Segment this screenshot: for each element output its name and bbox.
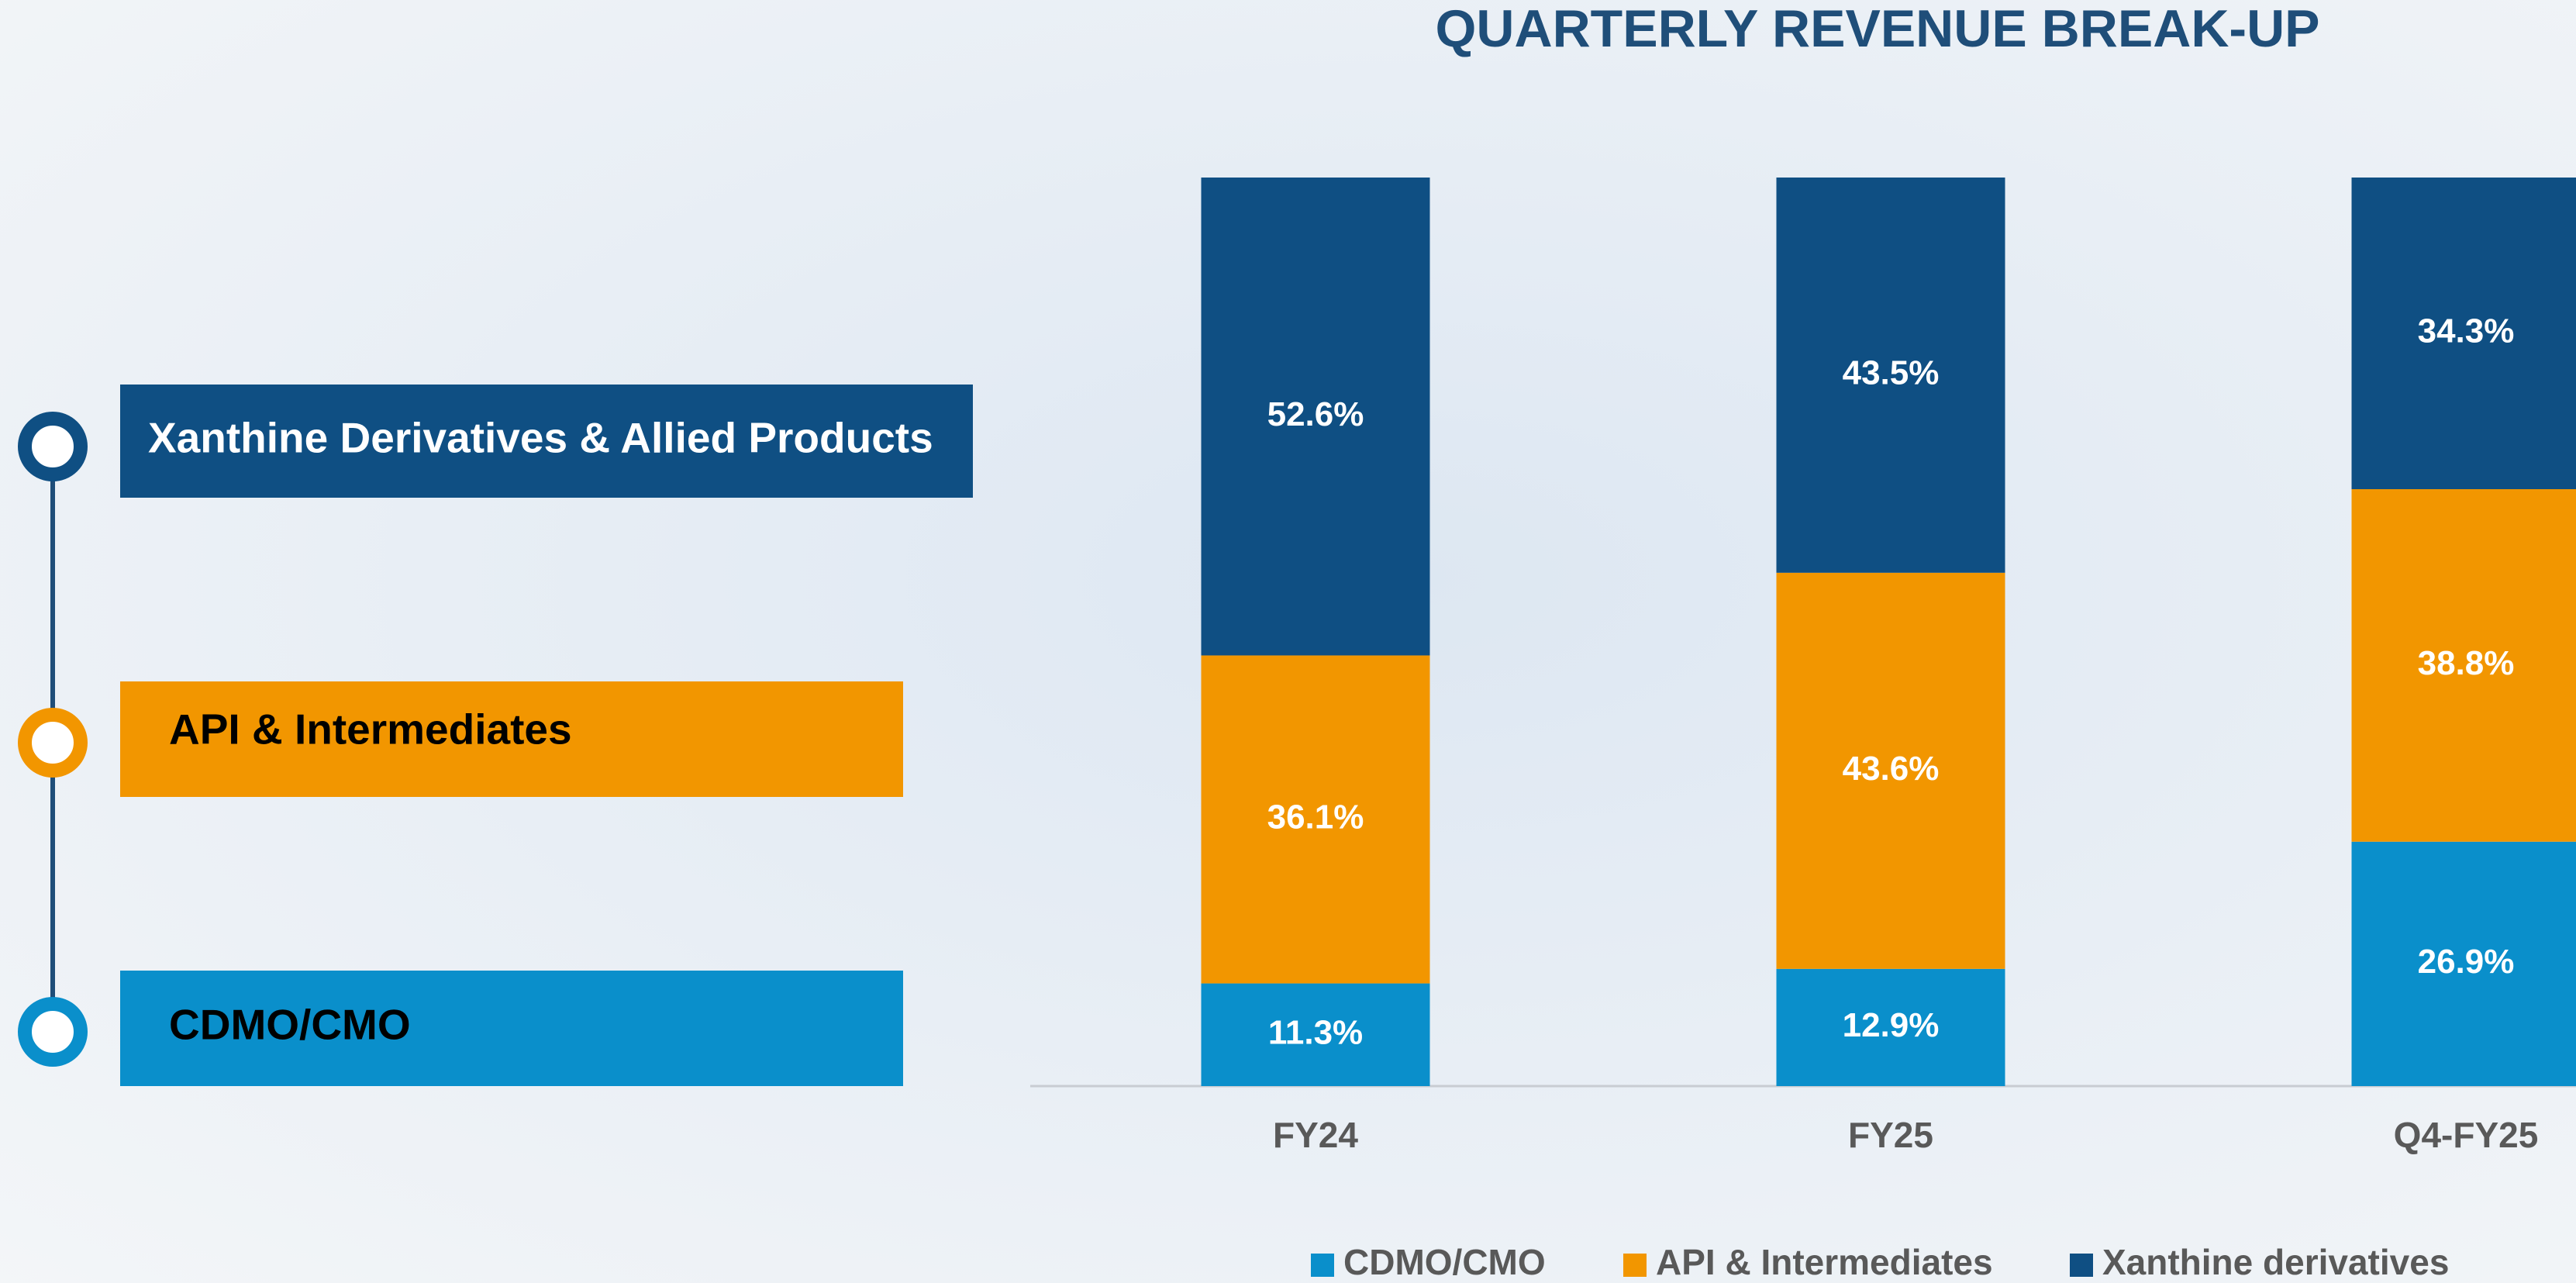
- value-label: 43.5%: [1843, 354, 1940, 392]
- side-item: Xanthine Derivatives & Allied Products: [18, 385, 973, 498]
- side-box: [120, 385, 973, 498]
- value-label: 26.9%: [2418, 943, 2515, 981]
- bar-segment: [1201, 178, 1430, 656]
- side-label: API & Intermediates: [169, 705, 572, 754]
- value-label: 36.1%: [1267, 798, 1364, 836]
- bar-segment: [1776, 572, 2005, 969]
- legend-label: CDMO/CMO: [1343, 1242, 1546, 1282]
- value-label: 11.3%: [1268, 1013, 1363, 1051]
- bar-segment: [2351, 841, 2576, 1086]
- bar-segment: [2351, 178, 2576, 489]
- side-box: [120, 681, 903, 797]
- side-item: API & Intermediates: [18, 681, 903, 797]
- x-tick-label: FY25: [1848, 1115, 1933, 1155]
- side-item: CDMO/CMO: [18, 971, 903, 1086]
- chart-title: QUARTERLY REVENUE BREAK-UP: [1435, 0, 2319, 58]
- side-dot: [18, 997, 88, 1067]
- side-label: Xanthine Derivatives & Allied Products: [148, 414, 933, 462]
- value-label: 43.6%: [1843, 750, 1940, 788]
- legend-swatch: [1623, 1254, 1647, 1277]
- side-dot: [18, 412, 88, 481]
- x-tick-label: FY24: [1273, 1115, 1358, 1155]
- legend-label: Xanthine derivatives: [2102, 1242, 2449, 1282]
- bar-segment: [1201, 983, 1430, 1086]
- bar-segment: [1201, 655, 1430, 984]
- side-box: [120, 971, 903, 1086]
- legend-label: API & Intermediates: [1656, 1242, 1993, 1282]
- side-dot: [18, 708, 88, 778]
- side-label: CDMO/CMO: [169, 1001, 411, 1049]
- value-label: 34.3%: [2418, 312, 2515, 350]
- bar-segment: [1776, 178, 2005, 573]
- x-tick-label: Q4-FY25: [2394, 1115, 2539, 1155]
- value-label: 12.9%: [1843, 1006, 1940, 1044]
- bar-segment: [2351, 488, 2576, 842]
- bar-segment: [1776, 968, 2005, 1086]
- value-label: 52.6%: [1267, 395, 1364, 433]
- value-label: 38.8%: [2418, 644, 2515, 682]
- legend-swatch: [1311, 1254, 1334, 1277]
- legend-swatch: [2070, 1254, 2093, 1277]
